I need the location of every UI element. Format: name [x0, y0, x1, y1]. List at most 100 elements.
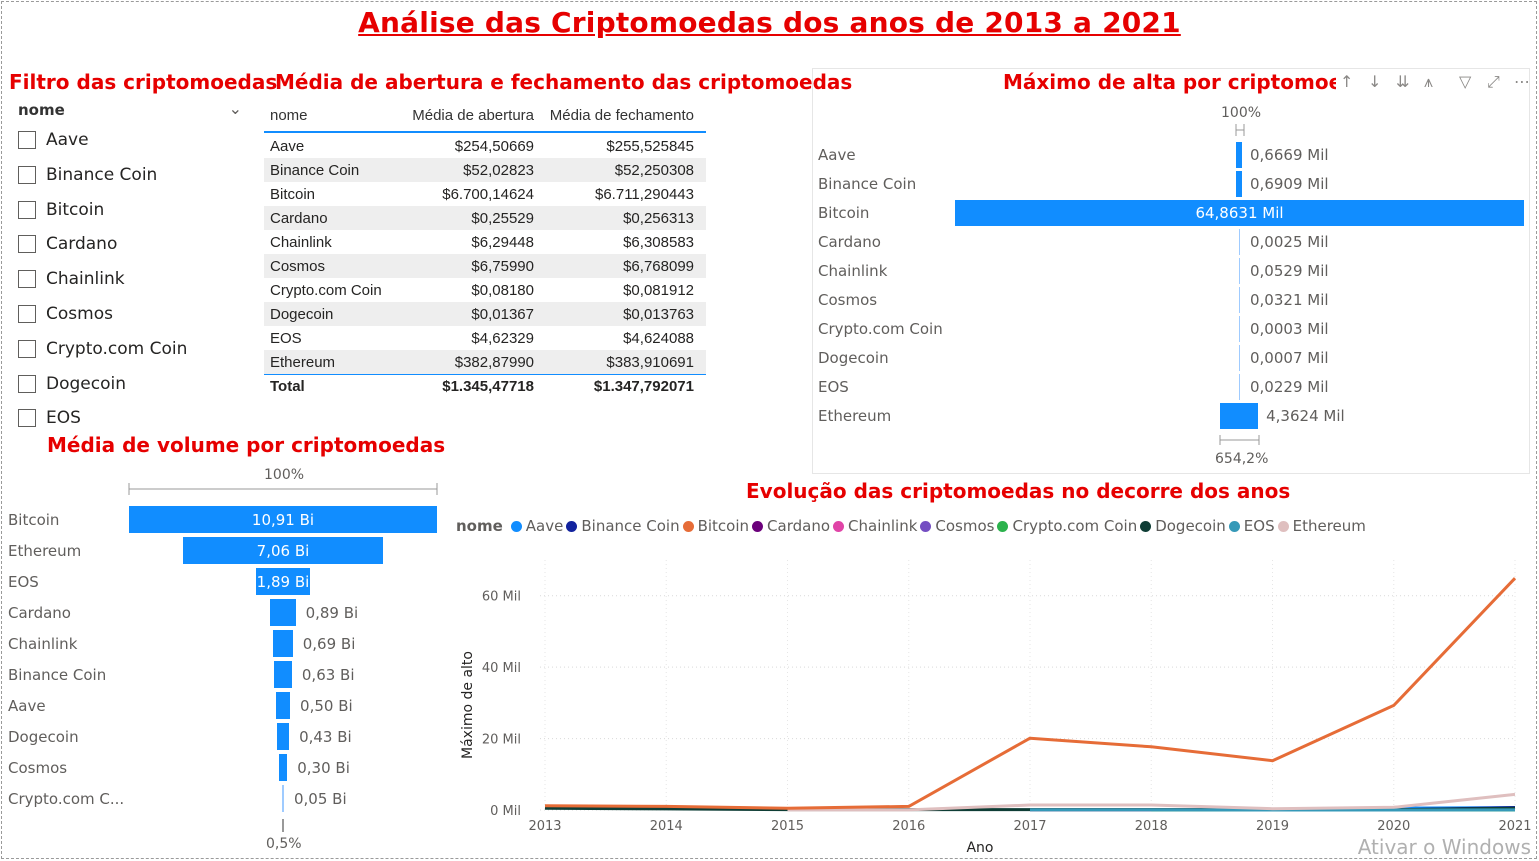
legend-item-chainlink[interactable]: Chainlink: [833, 517, 917, 535]
more-options-icon[interactable]: ⋯: [1514, 72, 1530, 91]
cell-fechamento: $383,910691: [606, 353, 694, 371]
checkbox-icon[interactable]: [18, 165, 36, 184]
legend-item-aave[interactable]: Aave: [510, 517, 564, 535]
cell-nome: Bitcoin: [270, 185, 316, 203]
max-funnel-value: 0,0025 Mil: [1250, 233, 1329, 251]
volume-funnel-top-bracket: [128, 483, 438, 495]
max-funnel-label-ethereum: Ethereum: [818, 407, 892, 425]
column-header-fechamento[interactable]: Média de fechamento: [549, 107, 694, 124]
slicer-item-dogecoin[interactable]: Dogecoin: [18, 371, 126, 397]
max-funnel-value: 0,0003 Mil: [1250, 320, 1329, 338]
max-funnel-title: Máximo de alta por criptomoedas: [1003, 70, 1336, 94]
max-funnel-bar[interactable]: [1238, 287, 1240, 313]
slicer-item-aave[interactable]: Aave: [18, 127, 89, 153]
legend-dot-icon: [566, 520, 578, 532]
max-funnel-bar[interactable]: [1238, 345, 1240, 371]
chevron-down-icon[interactable]: ⌄: [228, 99, 242, 118]
checkbox-icon[interactable]: [18, 305, 36, 323]
cell-abertura: $0,25529: [471, 209, 534, 227]
x-tick-label: 2018: [1135, 819, 1168, 834]
checkbox-icon[interactable]: [18, 409, 36, 428]
cell-abertura: $6.700,14624: [442, 185, 534, 203]
volume-funnel-bar[interactable]: [183, 537, 383, 564]
series-line-ethereum[interactable]: [787, 792, 1516, 812]
legend-item-eos[interactable]: EOS: [1228, 517, 1275, 535]
legend-label: Binance Coin: [581, 517, 680, 535]
legend-label: Aave: [525, 517, 564, 535]
volume-funnel-bar[interactable]: [275, 692, 291, 719]
slicer-item-eos[interactable]: EOS: [18, 405, 81, 431]
legend-item-crypto-com-coin[interactable]: Crypto.com Coin: [997, 517, 1137, 535]
volume-funnel-label-ethereum: Ethereum: [8, 542, 82, 560]
max-funnel-bar[interactable]: [1236, 142, 1242, 168]
volume-funnel-bar[interactable]: [276, 723, 290, 750]
slicer-item-cardano[interactable]: Cardano: [18, 231, 117, 257]
slicer-header[interactable]: nome ⌄: [18, 99, 244, 119]
x-tick-label: 2016: [892, 819, 925, 834]
volume-funnel-value: 0,05 Bi: [294, 790, 347, 808]
volume-funnel-bar[interactable]: [278, 754, 288, 781]
checkbox-icon[interactable]: [18, 270, 36, 289]
series-line-bitcoin[interactable]: [544, 577, 1517, 810]
legend-item-bitcoin[interactable]: Bitcoin: [682, 517, 749, 535]
legend-item-dogecoin[interactable]: Dogecoin: [1140, 517, 1226, 535]
checkbox-icon[interactable]: [18, 374, 36, 393]
legend-item-binance-coin[interactable]: Binance Coin: [566, 517, 680, 535]
max-funnel-bar[interactable]: [1219, 403, 1259, 429]
volume-funnel-label-eos: EOS: [8, 573, 39, 591]
slicer-item-label: Bitcoin: [46, 199, 105, 220]
legend-dot-icon: [833, 520, 845, 532]
table-title: Média de abertura e fechamento das cript…: [275, 70, 853, 94]
total-abertura: $1.345,47718: [442, 378, 534, 395]
legend-label: Dogecoin: [1155, 517, 1226, 535]
slicer-item-binance-coin[interactable]: Binance Coin: [18, 162, 157, 188]
volume-funnel-bar[interactable]: [256, 568, 310, 595]
filter-icon[interactable]: ▽: [1459, 72, 1472, 91]
x-tick-label: 2014: [650, 819, 683, 834]
focus-mode-icon[interactable]: ⤢: [1487, 72, 1500, 91]
legend-item-cosmos[interactable]: Cosmos: [920, 517, 994, 535]
table-row: Cardano $0,25529 $0,256313: [264, 206, 706, 230]
max-funnel-bar[interactable]: [1238, 316, 1240, 342]
double-arrow-down-icon[interactable]: ⇊: [1396, 72, 1410, 91]
legend-title: nome: [456, 517, 503, 535]
slicer-header-label: nome: [18, 101, 65, 119]
slicer-item-crypto-com-coin[interactable]: Crypto.com Coin: [18, 336, 187, 362]
max-funnel-bar[interactable]: [1235, 171, 1243, 197]
averages-table: nome Média de abertura Média de fechamen…: [264, 100, 706, 398]
checkbox-icon[interactable]: [18, 235, 36, 254]
max-funnel-label-dogecoin: Dogecoin: [818, 349, 889, 367]
slicer-item-chainlink[interactable]: Chainlink: [18, 266, 125, 292]
slicer-item-cosmos[interactable]: Cosmos: [18, 301, 113, 327]
volume-funnel-bar[interactable]: [274, 661, 292, 688]
slicer-item-bitcoin[interactable]: Bitcoin: [18, 197, 104, 223]
volume-funnel-bar[interactable]: [282, 785, 284, 812]
arrow-down-icon[interactable]: ↓: [1368, 72, 1382, 91]
cell-nome: Binance Coin: [270, 161, 360, 179]
volume-funnel-bar[interactable]: [129, 506, 437, 533]
legend-dot-icon: [997, 520, 1009, 532]
checkbox-icon[interactable]: [18, 200, 36, 219]
max-funnel-bar[interactable]: [1238, 374, 1240, 400]
max-funnel-bar[interactable]: [1238, 258, 1240, 284]
cell-nome: Cardano: [270, 209, 328, 227]
column-header-nome[interactable]: nome: [270, 107, 308, 124]
volume-funnel-bar[interactable]: [273, 630, 293, 657]
arrow-up-icon[interactable]: ↑: [1340, 72, 1354, 91]
cell-abertura: $254,50669: [454, 137, 534, 155]
column-header-abertura[interactable]: Média de abertura: [412, 107, 534, 124]
table-row: Binance Coin $52,02823 $52,250308: [264, 158, 706, 182]
max-funnel-bar[interactable]: [955, 200, 1524, 226]
legend-item-cardano[interactable]: Cardano: [752, 517, 830, 535]
volume-funnel-bar[interactable]: [270, 599, 296, 626]
max-funnel-label-eos: EOS: [818, 378, 849, 396]
max-funnel-value: 0,6909 Mil: [1250, 175, 1329, 193]
expand-hierarchy-icon[interactable]: ⩚: [1424, 72, 1434, 91]
checkbox-icon[interactable]: [18, 131, 36, 149]
volume-funnel-label-chainlink: Chainlink: [8, 635, 78, 653]
slicer-item-label: Cosmos: [46, 304, 113, 324]
max-funnel-value: 4,3624 Mil: [1266, 407, 1345, 425]
max-funnel-bar[interactable]: [1238, 229, 1240, 255]
legend-item-ethereum[interactable]: Ethereum: [1277, 517, 1366, 535]
checkbox-icon[interactable]: [18, 339, 36, 358]
